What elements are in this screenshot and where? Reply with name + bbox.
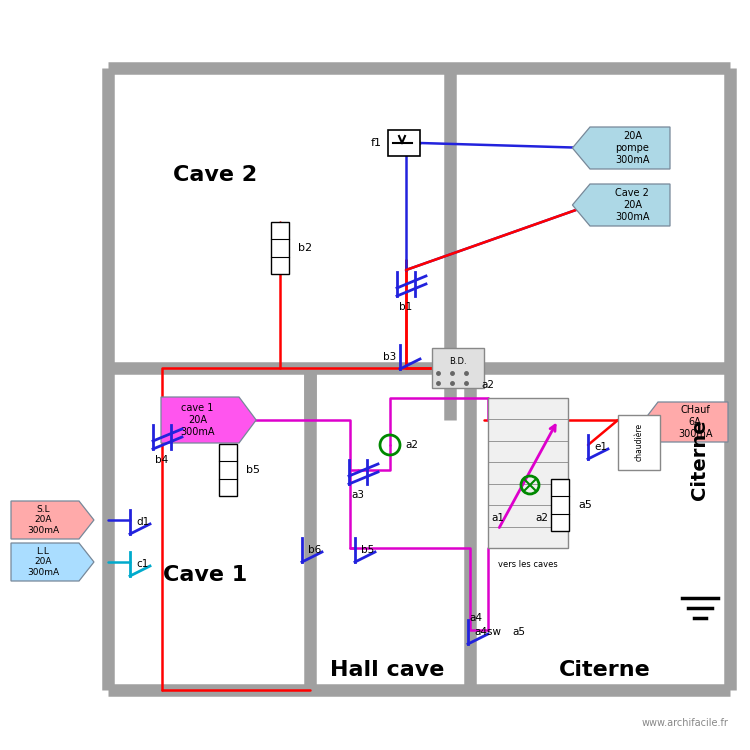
Text: b5: b5 (246, 465, 260, 475)
Text: d1: d1 (136, 517, 149, 527)
Text: 20A
pompe
300mA: 20A pompe 300mA (615, 131, 650, 164)
Text: B.D.: B.D. (449, 358, 466, 367)
Text: b4: b4 (155, 455, 169, 465)
Polygon shape (643, 402, 728, 442)
Text: Hall cave: Hall cave (330, 660, 444, 680)
Text: f1: f1 (371, 138, 382, 148)
Text: a1: a1 (491, 513, 505, 523)
Text: Cave 1: Cave 1 (163, 565, 248, 585)
Text: chaudière: chaudière (634, 423, 644, 461)
Polygon shape (11, 543, 94, 581)
Bar (551, 479, 569, 531)
Text: Cave 2
20A
300mA: Cave 2 20A 300mA (615, 188, 650, 221)
Polygon shape (572, 184, 670, 226)
Text: vers les caves: vers les caves (498, 560, 558, 569)
Polygon shape (161, 397, 256, 443)
Text: b3: b3 (382, 352, 396, 362)
Text: cave 1
20A
300mA: cave 1 20A 300mA (181, 404, 215, 436)
Text: a2: a2 (405, 440, 418, 450)
Text: Cave 2: Cave 2 (173, 165, 257, 185)
Polygon shape (11, 501, 94, 539)
Bar (388, 130, 420, 156)
Text: S.L
20A
300mA: S.L 20A 300mA (27, 505, 59, 535)
Text: a2: a2 (482, 380, 494, 390)
Text: c1: c1 (136, 559, 148, 569)
Text: a3: a3 (352, 490, 364, 500)
Polygon shape (572, 127, 670, 169)
Text: b2: b2 (298, 243, 312, 253)
Text: www.archifacile.fr: www.archifacile.fr (641, 718, 728, 728)
Text: a2: a2 (535, 513, 548, 523)
Text: Citerne: Citerne (559, 660, 651, 680)
Text: b6: b6 (308, 545, 321, 555)
Text: a5: a5 (578, 500, 592, 510)
Text: e1: e1 (594, 442, 607, 452)
Text: b1: b1 (399, 302, 412, 312)
Bar (432, 348, 484, 388)
Bar (618, 415, 660, 470)
Bar (271, 222, 289, 274)
Text: b5: b5 (361, 545, 374, 555)
Text: a5: a5 (512, 627, 525, 637)
Text: L.L
20A
300mA: L.L 20A 300mA (27, 547, 59, 577)
Bar (488, 398, 568, 548)
Bar (219, 444, 237, 496)
Text: CHauf
6A
300mA: CHauf 6A 300mA (678, 406, 712, 439)
Text: a4: a4 (470, 613, 482, 623)
Text: Citerne: Citerne (691, 420, 709, 500)
Text: a4sw: a4sw (474, 627, 501, 637)
